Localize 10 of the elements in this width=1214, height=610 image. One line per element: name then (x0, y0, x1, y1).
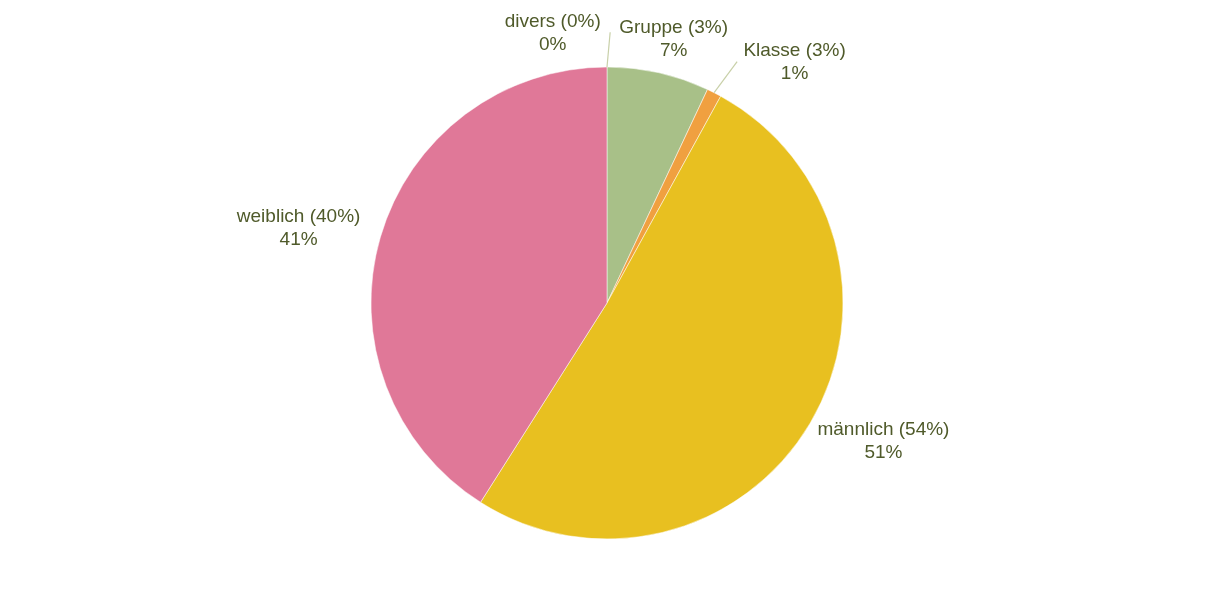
slice-label: Klasse (3%) (743, 39, 846, 61)
slice-label: Gruppe (3%) (619, 16, 729, 38)
data-label: 7% (659, 39, 688, 61)
data-label: 51% (864, 441, 903, 463)
data-label: 1% (780, 62, 809, 84)
slice-label: weiblich (40%) (235, 205, 361, 227)
data-label: 41% (279, 227, 318, 249)
text: 0% (538, 32, 567, 54)
slice-label: männlich (54%) (817, 418, 950, 440)
category-label: divers (0%) (504, 9, 601, 31)
